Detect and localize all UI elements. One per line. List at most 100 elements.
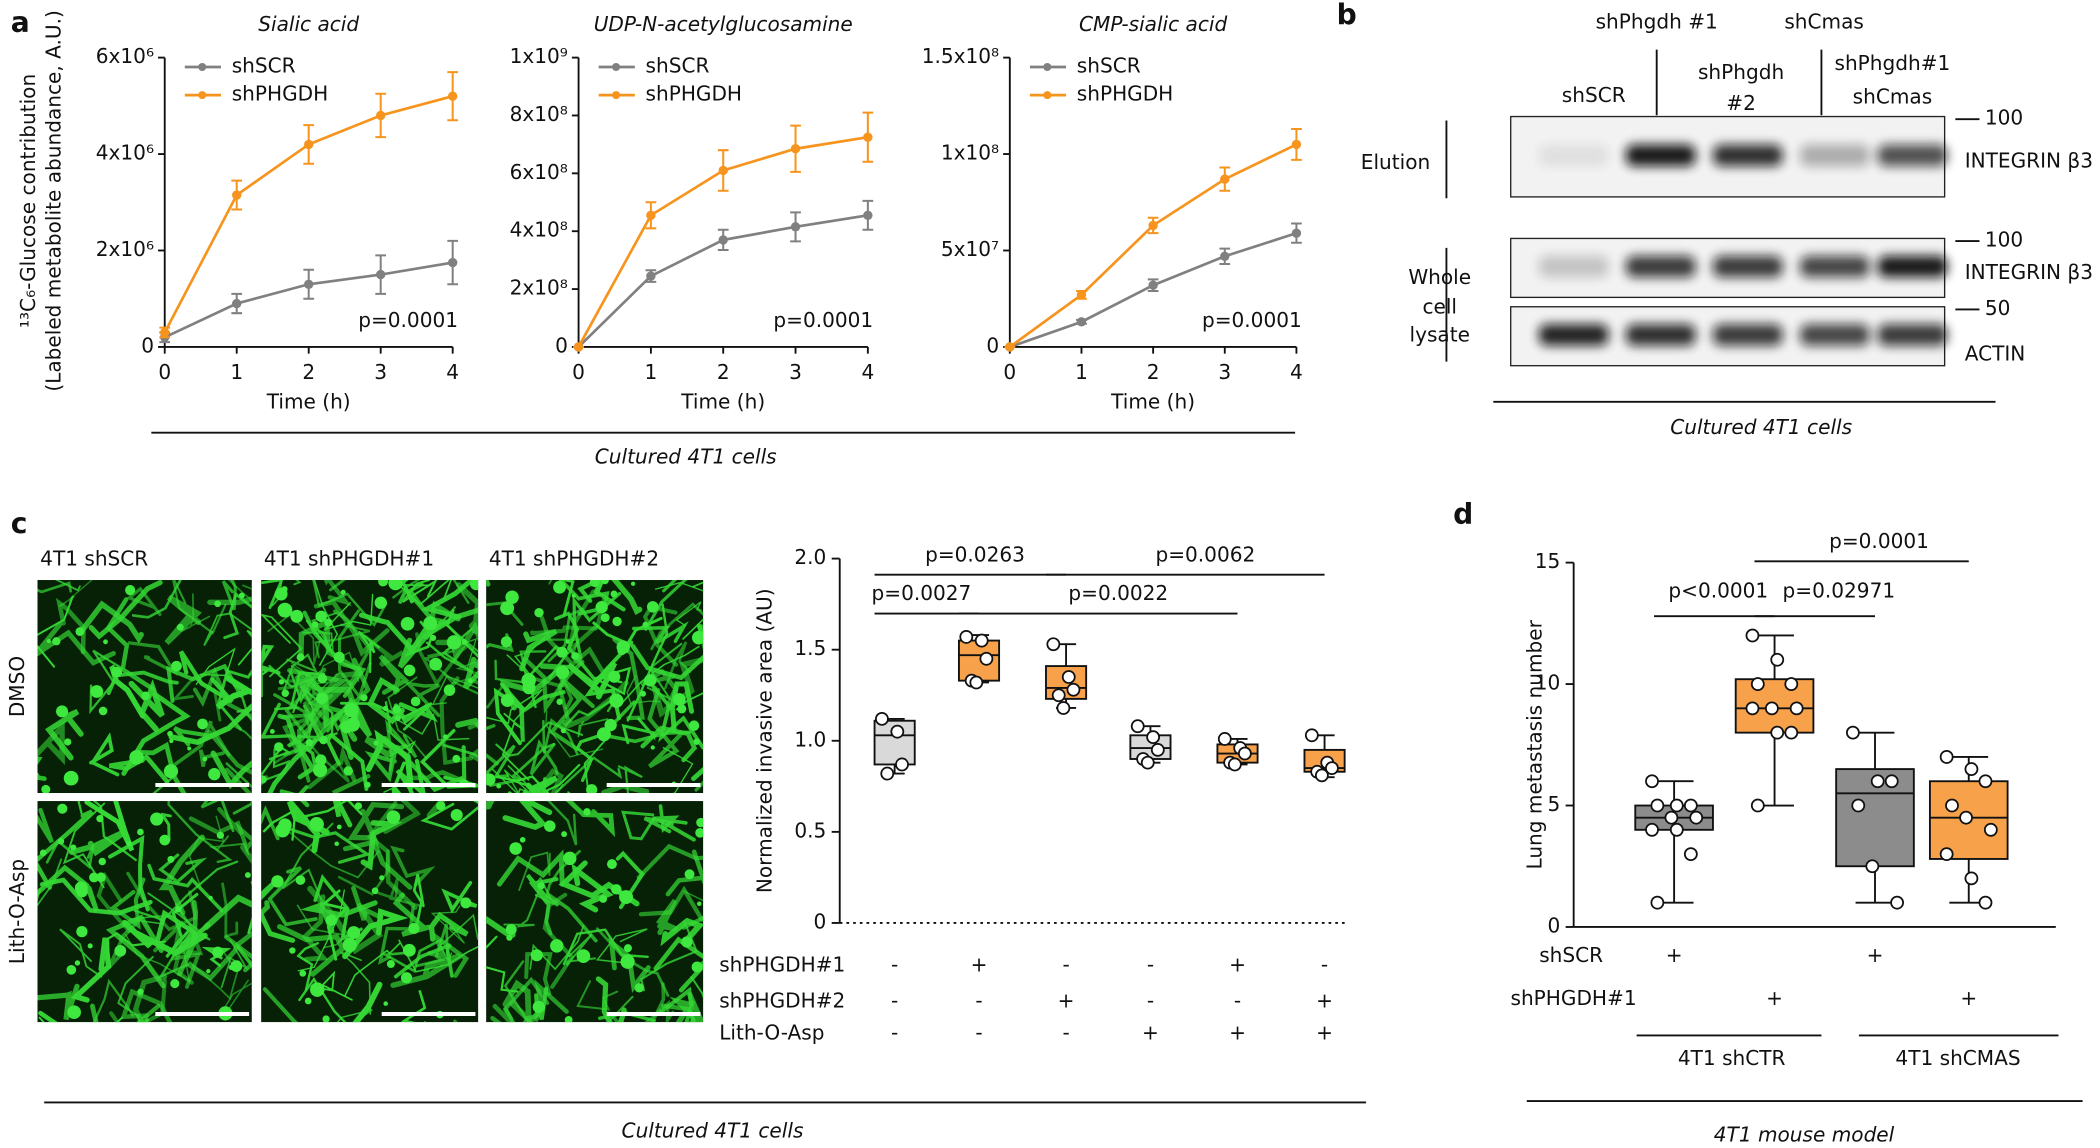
cell-network (565, 801, 616, 838)
cell-network (423, 1020, 426, 1023)
condition-sign: + (1316, 988, 1333, 1012)
cell-body (305, 738, 313, 747)
cell-network (337, 609, 372, 701)
cell-network (362, 634, 404, 668)
cell-network (655, 898, 679, 936)
cell-body (430, 634, 437, 642)
micrograph-texture (261, 580, 479, 794)
data-point (1076, 317, 1087, 327)
x-tick-label: 1 (1075, 360, 1088, 384)
cell-network (595, 928, 648, 964)
cell-network (630, 623, 704, 681)
cell-network (644, 999, 675, 1023)
cell-network (261, 748, 291, 782)
cell-body (394, 715, 401, 722)
cell-body (98, 706, 108, 716)
cell-network (267, 866, 318, 927)
cell-body (519, 836, 526, 843)
column-label: 4T1 shSCR (40, 546, 148, 570)
cell-body (561, 831, 568, 838)
data-point (1789, 701, 1804, 716)
cell-body (509, 842, 522, 855)
y-tick-label: 1.5x10⁸ (922, 44, 999, 68)
cell-network (59, 928, 103, 978)
cell-body (159, 834, 171, 846)
data-point (1220, 251, 1230, 261)
cell-network (576, 980, 619, 1011)
cell-body (340, 720, 353, 734)
band (1625, 324, 1696, 346)
y-tick-label: 0 (986, 333, 999, 357)
legend-label: shSCR (646, 53, 710, 77)
micrograph-texture (486, 801, 704, 1023)
cell-body (589, 580, 600, 588)
cell-body (505, 590, 519, 604)
cell-body (342, 937, 357, 953)
cell-body (374, 596, 387, 609)
cell-body (216, 831, 225, 839)
cell-body (400, 616, 415, 631)
cell-body (534, 607, 544, 618)
cell-network (519, 628, 558, 672)
y-tick-label: 1.5 (794, 636, 826, 660)
data-point (718, 235, 728, 245)
comparison-label: p=0.0263 (925, 542, 1025, 566)
y-tick-label: 4x10⁶ (96, 141, 154, 165)
y-tick-label: 1.0 (794, 727, 826, 751)
cell-body (691, 961, 703, 973)
data-point (1669, 822, 1684, 837)
condition-sign: - (1062, 1021, 1069, 1045)
comparison-label: p=0.0001 (1829, 529, 1929, 553)
cell-body (57, 838, 65, 845)
band (1877, 324, 1948, 346)
cell-network (381, 938, 442, 974)
cell-network (37, 622, 116, 666)
cell-body (167, 855, 175, 863)
cell-body (392, 705, 402, 714)
cell-network (681, 915, 704, 966)
cell-body (325, 914, 338, 926)
cell-network (548, 675, 595, 752)
condition-label: shPHGDH#2 (719, 988, 845, 1012)
data-point (1061, 670, 1076, 684)
cell-body (74, 960, 81, 966)
cell-network (486, 683, 505, 709)
y-tick-label: 5 (1547, 792, 1560, 816)
data-point (1291, 228, 1302, 238)
band (1712, 255, 1783, 278)
cell-body (103, 639, 108, 645)
cell-body (126, 840, 132, 847)
cell-network (262, 987, 299, 1023)
cell-network (539, 615, 610, 682)
y-tick-label: 4x10⁸ (510, 218, 568, 242)
cell-network (286, 801, 330, 854)
data-point (1291, 139, 1302, 150)
cell-network (186, 930, 252, 982)
cell-network (651, 657, 704, 718)
cell-network (153, 919, 202, 989)
x-tick-label: 4 (1290, 360, 1303, 384)
cell-network (331, 773, 371, 794)
cell-body (52, 637, 61, 646)
cell-network (664, 641, 692, 690)
cell-network (659, 986, 695, 1023)
cell-body (604, 718, 617, 732)
condition-sign: + (1058, 988, 1075, 1012)
cell-body (364, 781, 371, 788)
cell-body (56, 705, 69, 718)
cell-body (202, 756, 208, 762)
panel-label: c (11, 507, 28, 540)
cell-body (460, 897, 472, 909)
cell-body (311, 621, 319, 628)
cell-network (105, 914, 166, 989)
data-point (1148, 220, 1158, 231)
cell-network (284, 681, 321, 744)
data-point (1865, 859, 1880, 874)
cell-network (307, 745, 357, 790)
cell-network (577, 718, 609, 738)
band (1877, 255, 1948, 278)
cell-network (343, 942, 401, 998)
cell-network (39, 877, 153, 916)
cell-network (168, 681, 252, 746)
data-point (969, 675, 984, 690)
